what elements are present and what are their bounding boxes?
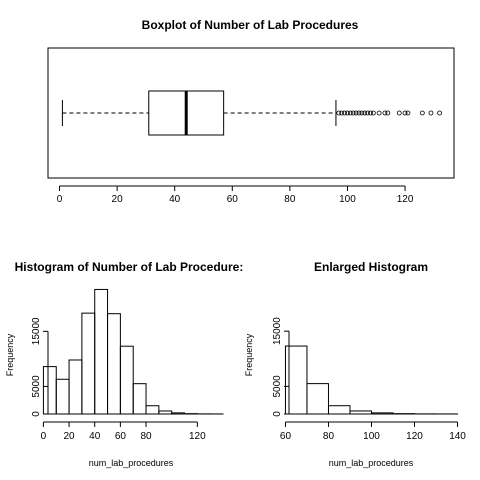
enlarged-histogram-y-tick-label: 5000: [272, 375, 283, 398]
histogram-y-tick-label: 5000: [31, 375, 42, 398]
outlier-point: [382, 110, 388, 116]
boxplot-x-tick-label: 40: [169, 194, 181, 205]
outlier-point: [402, 110, 408, 116]
enlarged-histogram-x-label: num_lab_procedures: [329, 458, 414, 468]
enlarged-histogram-x-tick-label: 100: [363, 431, 380, 442]
enlarged-histogram-bar: [306, 383, 329, 415]
outlier-point: [365, 110, 371, 116]
boxplot-x-tick-label: 120: [397, 194, 414, 205]
outlier-point: [419, 110, 425, 116]
histogram-bar: [145, 405, 160, 415]
histogram-bar: [132, 383, 147, 415]
histogram-bar: [68, 359, 83, 415]
boxplot-x-tick-label: 100: [339, 194, 356, 205]
histogram-x-tick-label: 120: [189, 431, 206, 442]
enlarged-histogram-bar: [327, 405, 351, 415]
histogram-bar: [107, 313, 121, 415]
histogram-y-label: Frequency: [5, 333, 15, 376]
histogram-x-tick-label: 40: [89, 431, 101, 442]
outlier-point: [376, 110, 382, 116]
enlarged-histogram-bar: [371, 412, 394, 415]
histogram-x-tick-label: 0: [41, 431, 47, 442]
outlier-point: [437, 110, 443, 116]
histogram-bar: [42, 366, 57, 415]
outlier-point: [428, 110, 434, 116]
histogram-y-tick-label: 0: [31, 411, 42, 417]
enlarged-histogram-x-tick-label: 60: [280, 431, 292, 442]
histogram-x-tick-label: 20: [64, 431, 76, 442]
enlarged-histogram-bar: [284, 345, 308, 415]
histogram-bar: [171, 412, 186, 415]
outlier-point: [350, 110, 356, 116]
histogram-bar: [81, 312, 96, 415]
outlier-point: [347, 110, 353, 116]
outlier-point: [359, 110, 365, 116]
histogram-y-tick-label: 15000: [31, 317, 42, 345]
enlarged-histogram-y-tick-label: 0: [272, 411, 283, 417]
outlier-point: [339, 110, 345, 116]
histogram-bar: [94, 288, 109, 415]
enlarged-histogram-bar: [349, 410, 372, 415]
outlier-point: [353, 110, 359, 116]
boxplot-panel: Boxplot of Number of Lab Procedures 0 20 4…: [47, 18, 455, 205]
histogram-bar: [158, 410, 173, 415]
outlier-point: [368, 110, 373, 116]
enlarged-histogram-x-tick-label: 80: [323, 431, 335, 442]
histogram-title: Histogram of Number of Lab Procedure:: [15, 260, 244, 274]
enlarged-histogram-title: Enlarged Histogram: [314, 260, 428, 274]
enlarged-histogram-x-tick-label: 140: [449, 431, 466, 442]
boxplot-x-tick-label: 60: [227, 194, 239, 205]
histogram-x-tick-label: 60: [115, 431, 127, 442]
boxplot-frame: [47, 47, 455, 179]
enlarged-histogram-y-label: Frequency: [244, 333, 254, 376]
boxplot-title: Boxplot of Number of Lab Procedures: [142, 18, 359, 32]
outlier-point: [345, 110, 350, 116]
outlier-point: [356, 110, 362, 116]
histogram-x-tick-label: 80: [140, 431, 152, 442]
enlarged-histogram-panel: Enlarged Histogram num_lab_procedures Fr…: [244, 260, 466, 468]
boxplot-x-tick-label: 80: [284, 194, 296, 205]
outlier-point: [362, 110, 368, 116]
outlier-point: [405, 110, 411, 116]
enlarged-histogram-x-tick-label: 120: [406, 431, 423, 442]
outlier-point: [370, 110, 376, 116]
boxplot-x-tick-label: 20: [112, 194, 124, 205]
outlier-point: [342, 110, 347, 116]
outlier-point: [385, 110, 391, 116]
histogram-bar: [55, 378, 70, 415]
histogram-bar: [119, 345, 134, 415]
histogram-x-label: num_lab_procedures: [89, 458, 174, 468]
enlarged-histogram-y-tick-label: 15000: [272, 317, 283, 345]
outlier-point: [336, 110, 342, 116]
outlier-point: [396, 110, 402, 116]
boxplot-x-tick-label: 0: [57, 194, 63, 205]
histogram-panel: Histogram of Number of Lab Procedure: nu…: [5, 260, 243, 468]
